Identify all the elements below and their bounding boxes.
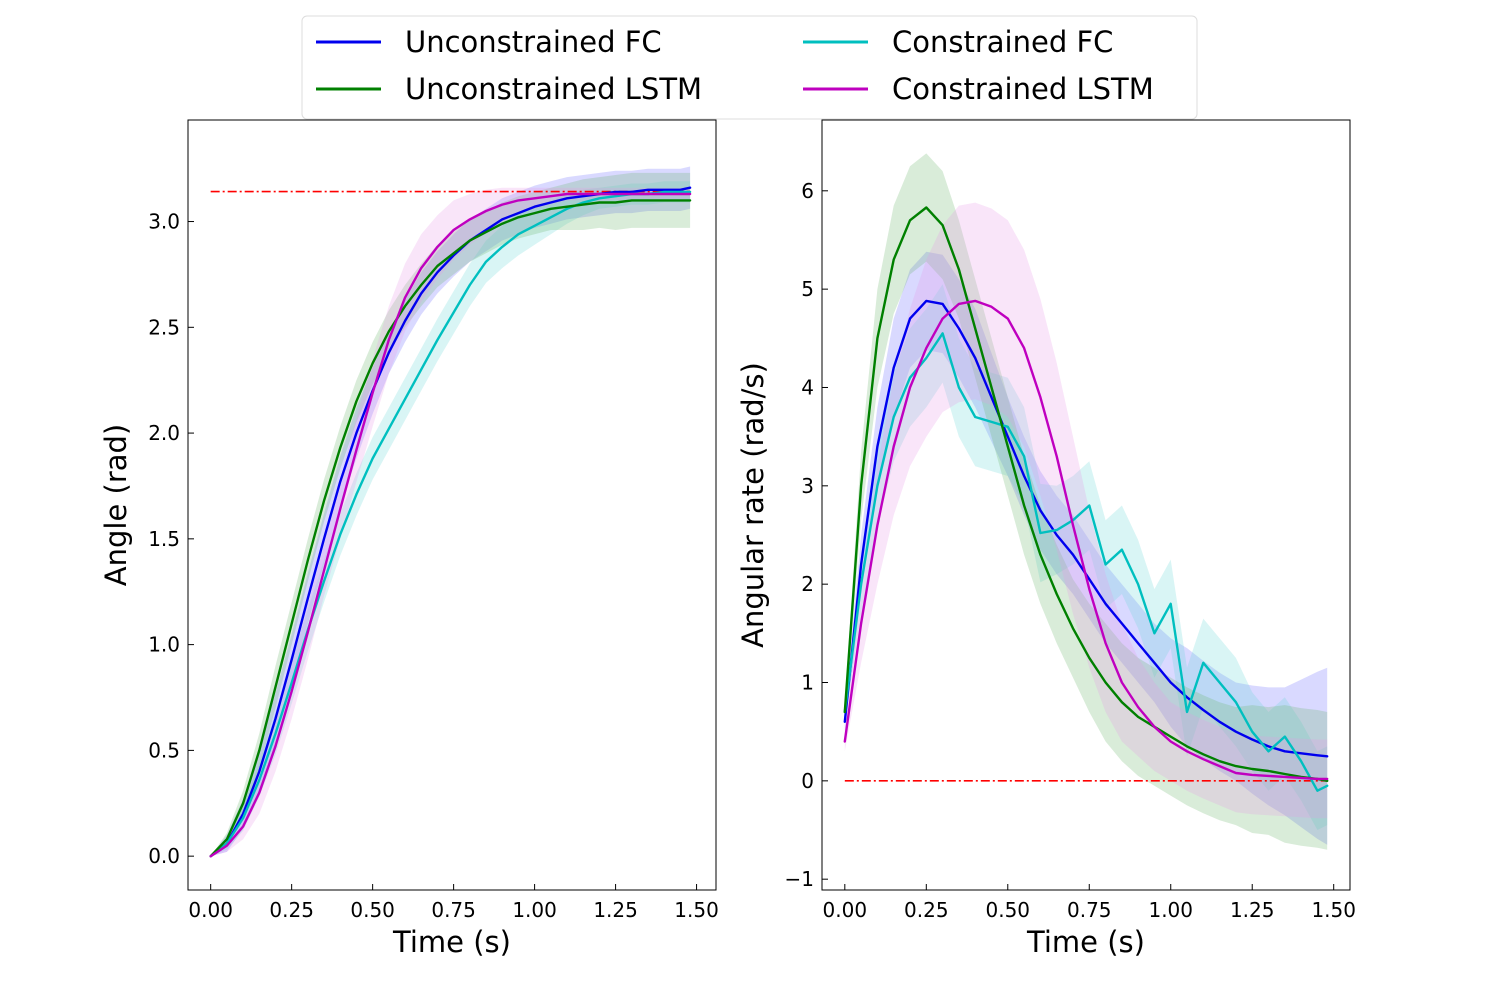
angle-y-tick-label: 0.0 — [148, 844, 180, 868]
angle-x-tick-label: 0.50 — [350, 898, 395, 922]
angle-ticks: 0.00 0.25 0.50 0.75 1.00 1.25 1.50 0.0 0.5 1.0 1.5… — [148, 210, 719, 922]
angle-x-tick-label: 0.75 — [431, 898, 476, 922]
legend-label-unconstrained-fc: Unconstrained FC — [405, 25, 662, 59]
rate-x-tick-label: 1.25 — [1230, 898, 1275, 922]
rate-x-tick-label: 1.50 — [1311, 898, 1356, 922]
angle-y-tick-label: 2.0 — [148, 421, 180, 445]
rate-y-tick-label: 3 — [801, 474, 814, 498]
angle-y-tick-label: 3.0 — [148, 210, 180, 234]
angle-bands — [210, 166, 691, 857]
angle-band-unconstrained-lstm — [210, 172, 691, 857]
rate-x-tick-label: 0.75 — [1067, 898, 1112, 922]
angle-line-unconstrained-fc — [209, 186, 692, 858]
rate-y-tick-label: 6 — [801, 179, 814, 203]
angle-line-constrained-lstm — [209, 192, 692, 858]
angle-y-tick-label: 1.0 — [148, 633, 180, 657]
legend-label-constrained-fc: Constrained FC — [892, 25, 1113, 59]
legend-label-unconstrained-lstm: Unconstrained LSTM — [405, 72, 702, 106]
rate-y-tick-label: 1 — [801, 671, 814, 695]
angle-x-tick-label: 1.00 — [512, 898, 557, 922]
rate-ticks: 0.00 0.25 0.50 0.75 1.00 1.25 1.50 −1 0 1 2 3 4 5 6 — [785, 179, 1356, 922]
angle-x-tick-label: 1.50 — [674, 898, 719, 922]
rate-line-unconstrained-fc — [843, 299, 1329, 758]
angle-line-unconstrained-lstm — [209, 199, 692, 858]
rate-y-tick-label: 5 — [801, 277, 814, 301]
rate-x-tick-label: 0.50 — [986, 898, 1031, 922]
legend-frame — [301, 15, 1198, 120]
rate-x-tick-label: 0.25 — [904, 898, 949, 922]
rate-band-constrained-fc — [844, 284, 1328, 830]
rate-bands — [844, 153, 1328, 850]
angle-y-axis-label: Angle (rad) — [99, 424, 133, 586]
rate-band-unconstrained-lstm — [844, 153, 1328, 850]
rate-line-unconstrained-lstm — [843, 206, 1329, 782]
angle-x-axis-label: Time (s) — [392, 925, 511, 959]
angular-rate-panel: 0.00 0.25 0.50 0.75 1.00 1.25 1.50 −1 0 1 2 3 4 5 6 Ti… — [736, 119, 1356, 959]
rate-plot-frame — [821, 119, 1351, 891]
angle-band-unconstrained-fc — [210, 166, 691, 857]
rate-line-constrained-lstm — [843, 299, 1329, 781]
legend-label-constrained-lstm: Constrained LSTM — [892, 72, 1154, 106]
rate-band-constrained-lstm — [844, 202, 1328, 819]
rate-y-tick-label: 0 — [801, 769, 814, 793]
angle-x-tick-label: 1.25 — [593, 898, 638, 922]
legend: Unconstrained FC Constrained FC Unconstr… — [301, 15, 1198, 120]
angle-y-tick-label: 1.5 — [148, 527, 180, 551]
angle-x-tick-label: 0.25 — [269, 898, 314, 922]
angle-x-tick-label: 0.00 — [188, 898, 233, 922]
angle-y-tick-label: 2.5 — [148, 315, 180, 339]
rate-y-tick-label: 2 — [801, 572, 814, 596]
rate-x-tick-label: 1.00 — [1148, 898, 1193, 922]
angle-band-constrained-fc — [210, 181, 691, 857]
rate-x-tick-label: 0.00 — [823, 898, 868, 922]
angle-y-tick-label: 0.5 — [148, 738, 180, 762]
rate-y-axis-label: Angular rate (rad/s) — [736, 362, 770, 648]
rate-x-axis-label: Time (s) — [1026, 925, 1145, 959]
rate-y-tick-label: −1 — [785, 867, 814, 891]
angle-lines — [209, 186, 692, 858]
rate-band-unconstrained-fc — [844, 251, 1328, 845]
angle-plot-frame — [187, 119, 717, 891]
rate-y-tick-label: 4 — [801, 375, 814, 399]
rate-lines — [843, 206, 1329, 792]
angle-panel: 0.00 0.25 0.50 0.75 1.00 1.25 1.50 0.0 0.5 1.0 1.5… — [99, 119, 719, 959]
angle-band-constrained-lstm — [210, 187, 691, 857]
angle-line-constrained-fc — [209, 190, 692, 858]
rate-line-constrained-fc — [843, 332, 1329, 792]
